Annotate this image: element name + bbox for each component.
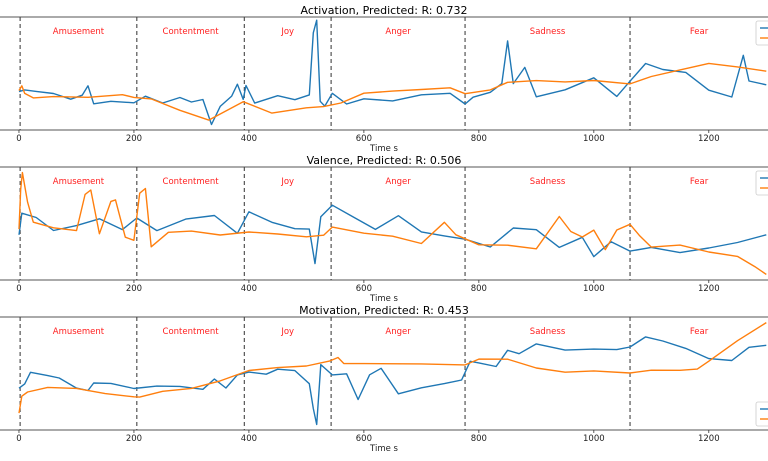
x-tick-label: 800 [471,284,487,294]
event-label: Fear [690,327,709,337]
event-label: Contentment [163,327,220,337]
x-tick-label: 800 [471,134,487,144]
x-tick-label: 1000 [583,284,605,294]
legend-box [755,401,768,427]
x-tick-label: 600 [356,134,372,144]
chart-title: Motivation, Predicted: R: 0.453 [299,304,469,317]
subplot-1: Activation, Predicted: R: 0.732 0 200 400 60… [0,4,768,154]
subplot-2: Valence, Predicted: R: 0.506 0 200 400 600 80… [0,154,768,304]
x-tick-label: 200 [126,284,142,294]
event-label: Sadness [530,327,566,337]
event-label: Anger [385,27,411,37]
event-label: Amusement [53,327,105,337]
x-tick-label: 0 [16,284,21,294]
x-tick-label: 1000 [583,134,605,144]
x-tick-label: 1200 [698,284,720,294]
chart-title: Valence, Predicted: R: 0.506 [307,154,462,167]
event-label: Contentment [163,27,220,37]
x-tick-label: 400 [241,134,257,144]
series-line-orange [18,62,767,121]
x-tick-label: 800 [471,434,487,444]
x-tick-label: 400 [241,284,257,294]
x-tick-label: 1000 [583,434,605,444]
chart-title: Activation, Predicted: R: 0.732 [301,4,468,17]
x-tick-label: 200 [126,134,142,144]
event-label: Sadness [530,177,566,187]
x-tick-label: 0 [16,134,21,144]
x-tick-label: 1200 [698,134,720,144]
x-axis-label: Time s [369,144,399,154]
x-tick-label: 600 [356,434,372,444]
series-line-blue [18,19,767,126]
series-line-blue [18,336,767,426]
event-label: Joy [280,177,294,187]
event-label: Amusement [53,27,105,37]
series-line-blue [18,204,767,265]
event-label: Fear [690,177,709,187]
x-tick-label: 600 [356,284,372,294]
x-axis-label: Time s [369,444,399,454]
event-label: Amusement [53,177,105,187]
x-axis-label: Time s [369,294,399,304]
series-line-orange [18,322,767,414]
x-tick-label: 400 [241,434,257,444]
x-tick-label: 1200 [698,434,720,444]
event-label: Joy [280,327,294,337]
event-label: Fear [690,27,709,37]
subplot-3: Motivation, Predicted: R: 0.453 0 200 400 60… [0,304,768,454]
event-label: Contentment [163,177,220,187]
x-tick-label: 0 [16,434,21,444]
x-tick-label: 200 [126,434,142,444]
event-label: Joy [280,27,294,37]
legend-box [755,170,768,196]
event-label: Anger [385,177,411,187]
legend-box [755,20,768,46]
event-label: Anger [385,327,411,337]
series-line-orange [18,171,767,275]
event-label: Sadness [530,27,566,37]
